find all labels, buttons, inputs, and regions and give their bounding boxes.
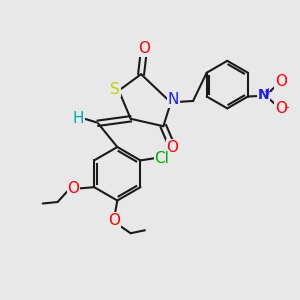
Text: O: O [275, 74, 287, 89]
Text: S: S [110, 82, 120, 97]
Text: N: N [257, 88, 269, 102]
Text: O: O [138, 41, 150, 56]
Text: H: H [72, 111, 84, 126]
Text: -: - [284, 101, 289, 114]
Text: N: N [167, 92, 179, 107]
Text: O: O [275, 101, 287, 116]
Text: O: O [166, 140, 178, 154]
Text: O: O [108, 213, 120, 228]
Text: O: O [67, 181, 79, 196]
Text: +: + [264, 87, 273, 97]
Text: Cl: Cl [154, 151, 169, 166]
